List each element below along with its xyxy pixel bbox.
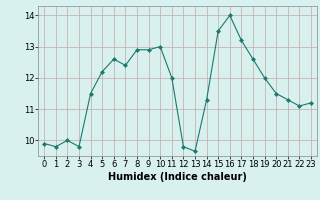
X-axis label: Humidex (Indice chaleur): Humidex (Indice chaleur) xyxy=(108,172,247,182)
